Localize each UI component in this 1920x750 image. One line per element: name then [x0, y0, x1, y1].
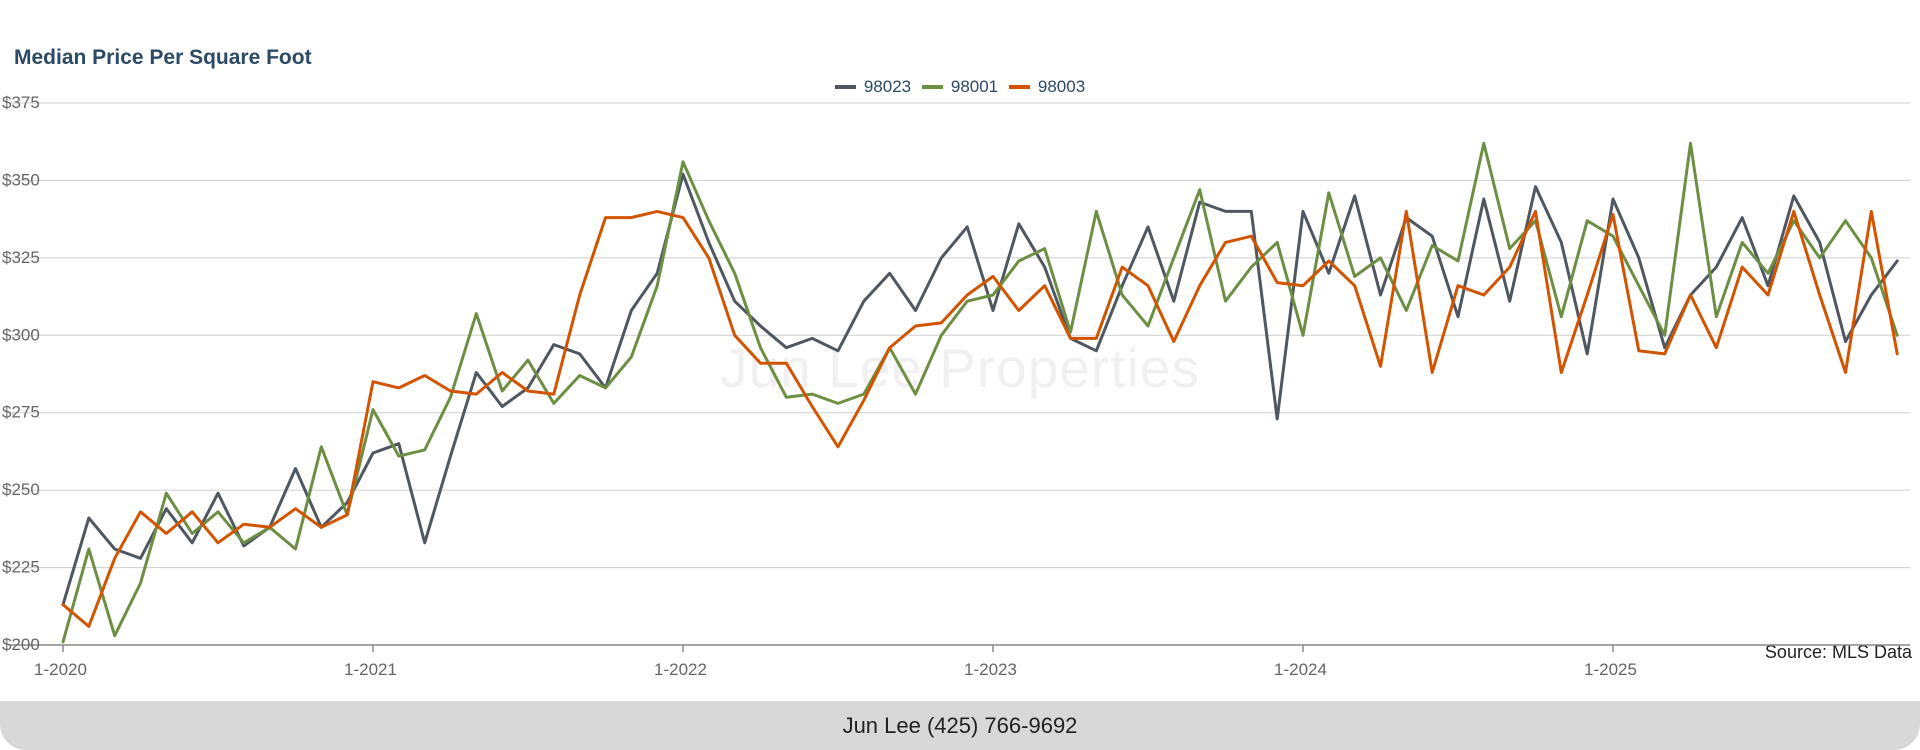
svg-text:1-2022: 1-2022	[654, 660, 707, 679]
svg-text:$225: $225	[2, 558, 40, 577]
svg-text:$350: $350	[2, 170, 40, 189]
svg-text:$200: $200	[2, 635, 40, 654]
svg-text:$325: $325	[2, 248, 40, 267]
svg-text:1-2025: 1-2025	[1584, 660, 1637, 679]
svg-text:$250: $250	[2, 480, 40, 499]
svg-text:$275: $275	[2, 403, 40, 422]
svg-text:1-2023: 1-2023	[964, 660, 1017, 679]
svg-text:1-2024: 1-2024	[1274, 660, 1327, 679]
svg-text:1-2020: 1-2020	[34, 660, 87, 679]
svg-text:$300: $300	[2, 325, 40, 344]
svg-text:1-2021: 1-2021	[344, 660, 397, 679]
svg-text:$375: $375	[2, 93, 40, 112]
